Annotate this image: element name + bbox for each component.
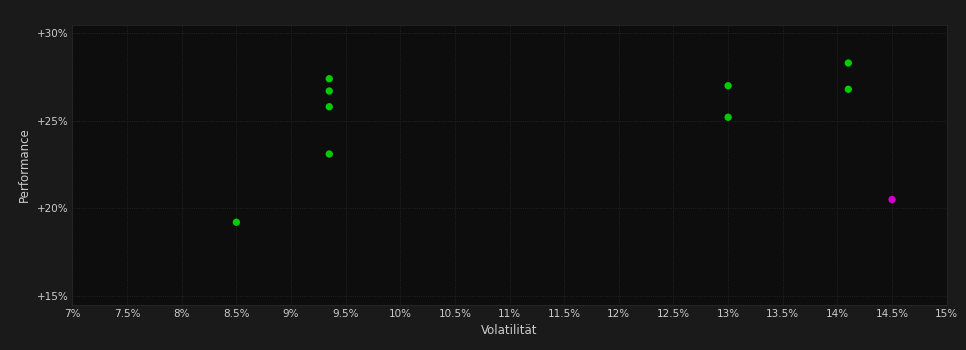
- Point: [840, 86, 856, 92]
- Point: [229, 219, 244, 225]
- Point: [721, 83, 736, 89]
- Point: [721, 114, 736, 120]
- Point: [840, 60, 856, 66]
- Point: [884, 197, 899, 202]
- Y-axis label: Performance: Performance: [18, 127, 31, 202]
- Point: [322, 151, 337, 157]
- Point: [322, 88, 337, 94]
- Point: [322, 76, 337, 82]
- X-axis label: Volatilität: Volatilität: [481, 324, 538, 337]
- Point: [322, 104, 337, 110]
